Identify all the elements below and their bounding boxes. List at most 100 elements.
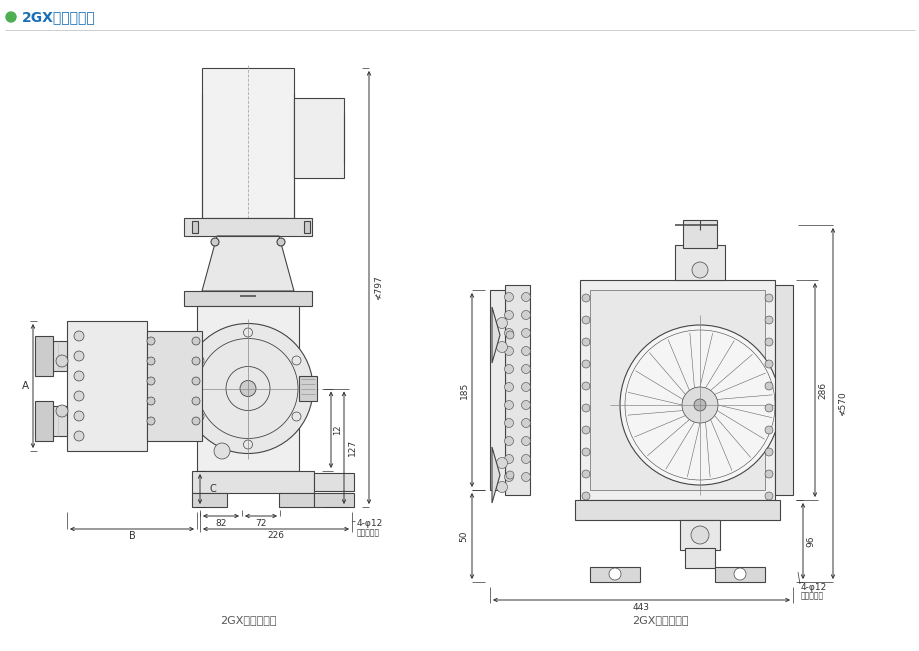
- Circle shape: [681, 387, 717, 423]
- Circle shape: [6, 12, 16, 22]
- Polygon shape: [492, 447, 499, 503]
- Bar: [35, 336, 53, 376]
- Circle shape: [582, 338, 589, 346]
- Circle shape: [504, 346, 513, 355]
- Bar: [35, 406, 67, 436]
- Circle shape: [504, 419, 513, 428]
- Bar: [67, 321, 147, 451]
- Bar: [192, 471, 313, 493]
- Text: 96: 96: [806, 535, 814, 547]
- Circle shape: [74, 371, 84, 381]
- Circle shape: [192, 377, 199, 385]
- Circle shape: [240, 380, 255, 396]
- Circle shape: [147, 337, 154, 345]
- Text: 50: 50: [459, 531, 468, 542]
- Circle shape: [690, 526, 709, 544]
- Bar: [197, 306, 299, 471]
- Circle shape: [582, 492, 589, 500]
- Bar: [192, 221, 198, 233]
- Circle shape: [765, 338, 772, 346]
- Bar: [774, 285, 792, 495]
- Circle shape: [765, 404, 772, 412]
- Circle shape: [733, 568, 745, 580]
- Circle shape: [496, 318, 507, 329]
- Text: 2GX系列侧视图: 2GX系列侧视图: [220, 615, 276, 625]
- Circle shape: [521, 437, 530, 445]
- Circle shape: [521, 346, 530, 355]
- Bar: [299, 376, 317, 401]
- Circle shape: [210, 238, 219, 246]
- Text: 226: 226: [267, 531, 284, 540]
- Text: 72: 72: [255, 518, 267, 527]
- Circle shape: [521, 473, 530, 482]
- Circle shape: [192, 337, 199, 345]
- Text: B: B: [129, 531, 135, 541]
- Text: C: C: [210, 484, 217, 494]
- Circle shape: [504, 437, 513, 445]
- Text: ≮570: ≮570: [837, 391, 846, 416]
- Circle shape: [765, 294, 772, 302]
- Circle shape: [505, 331, 514, 339]
- Bar: [192, 493, 227, 507]
- Circle shape: [147, 357, 154, 365]
- Polygon shape: [202, 236, 294, 291]
- Circle shape: [691, 262, 708, 278]
- Text: 12: 12: [333, 424, 342, 435]
- Circle shape: [496, 342, 507, 352]
- Circle shape: [147, 417, 154, 425]
- Bar: [675, 245, 724, 280]
- Bar: [589, 290, 765, 490]
- Circle shape: [505, 471, 514, 479]
- Text: 地脚螺栓孔: 地脚螺栓孔: [357, 529, 380, 538]
- Bar: [574, 500, 779, 520]
- Circle shape: [582, 470, 589, 478]
- Circle shape: [765, 470, 772, 478]
- Text: 286: 286: [818, 381, 826, 398]
- Circle shape: [74, 331, 84, 341]
- Bar: [313, 493, 354, 507]
- Circle shape: [277, 238, 285, 246]
- Bar: [184, 291, 312, 306]
- Circle shape: [582, 448, 589, 456]
- Text: 127: 127: [347, 439, 357, 456]
- Circle shape: [147, 377, 154, 385]
- Circle shape: [521, 311, 530, 320]
- Circle shape: [765, 448, 772, 456]
- Circle shape: [214, 443, 230, 459]
- Circle shape: [504, 400, 513, 409]
- Text: 2GX系列尺寸图: 2GX系列尺寸图: [22, 10, 96, 24]
- Circle shape: [521, 329, 530, 337]
- Bar: [682, 220, 716, 248]
- Bar: [147, 331, 202, 441]
- Bar: [35, 341, 67, 371]
- Bar: [589, 567, 640, 582]
- Circle shape: [504, 383, 513, 391]
- Circle shape: [504, 473, 513, 482]
- Circle shape: [74, 411, 84, 421]
- Text: 443: 443: [632, 602, 650, 611]
- Circle shape: [504, 329, 513, 337]
- Circle shape: [504, 365, 513, 374]
- Bar: [184, 218, 312, 236]
- Circle shape: [504, 311, 513, 320]
- Bar: [685, 548, 714, 568]
- Circle shape: [608, 568, 620, 580]
- Circle shape: [74, 351, 84, 361]
- Circle shape: [582, 382, 589, 390]
- Circle shape: [496, 458, 507, 469]
- Circle shape: [619, 325, 779, 485]
- Circle shape: [765, 426, 772, 434]
- Bar: [679, 520, 720, 550]
- Circle shape: [521, 383, 530, 391]
- Text: 185: 185: [459, 381, 468, 398]
- Text: 地脚螺栓孔: 地脚螺栓孔: [800, 592, 823, 600]
- Circle shape: [147, 397, 154, 405]
- Circle shape: [765, 382, 772, 390]
- Circle shape: [582, 294, 589, 302]
- Circle shape: [504, 454, 513, 464]
- Bar: [303, 221, 310, 233]
- Circle shape: [521, 400, 530, 409]
- Circle shape: [192, 357, 199, 365]
- Circle shape: [765, 360, 772, 368]
- Bar: [35, 401, 53, 441]
